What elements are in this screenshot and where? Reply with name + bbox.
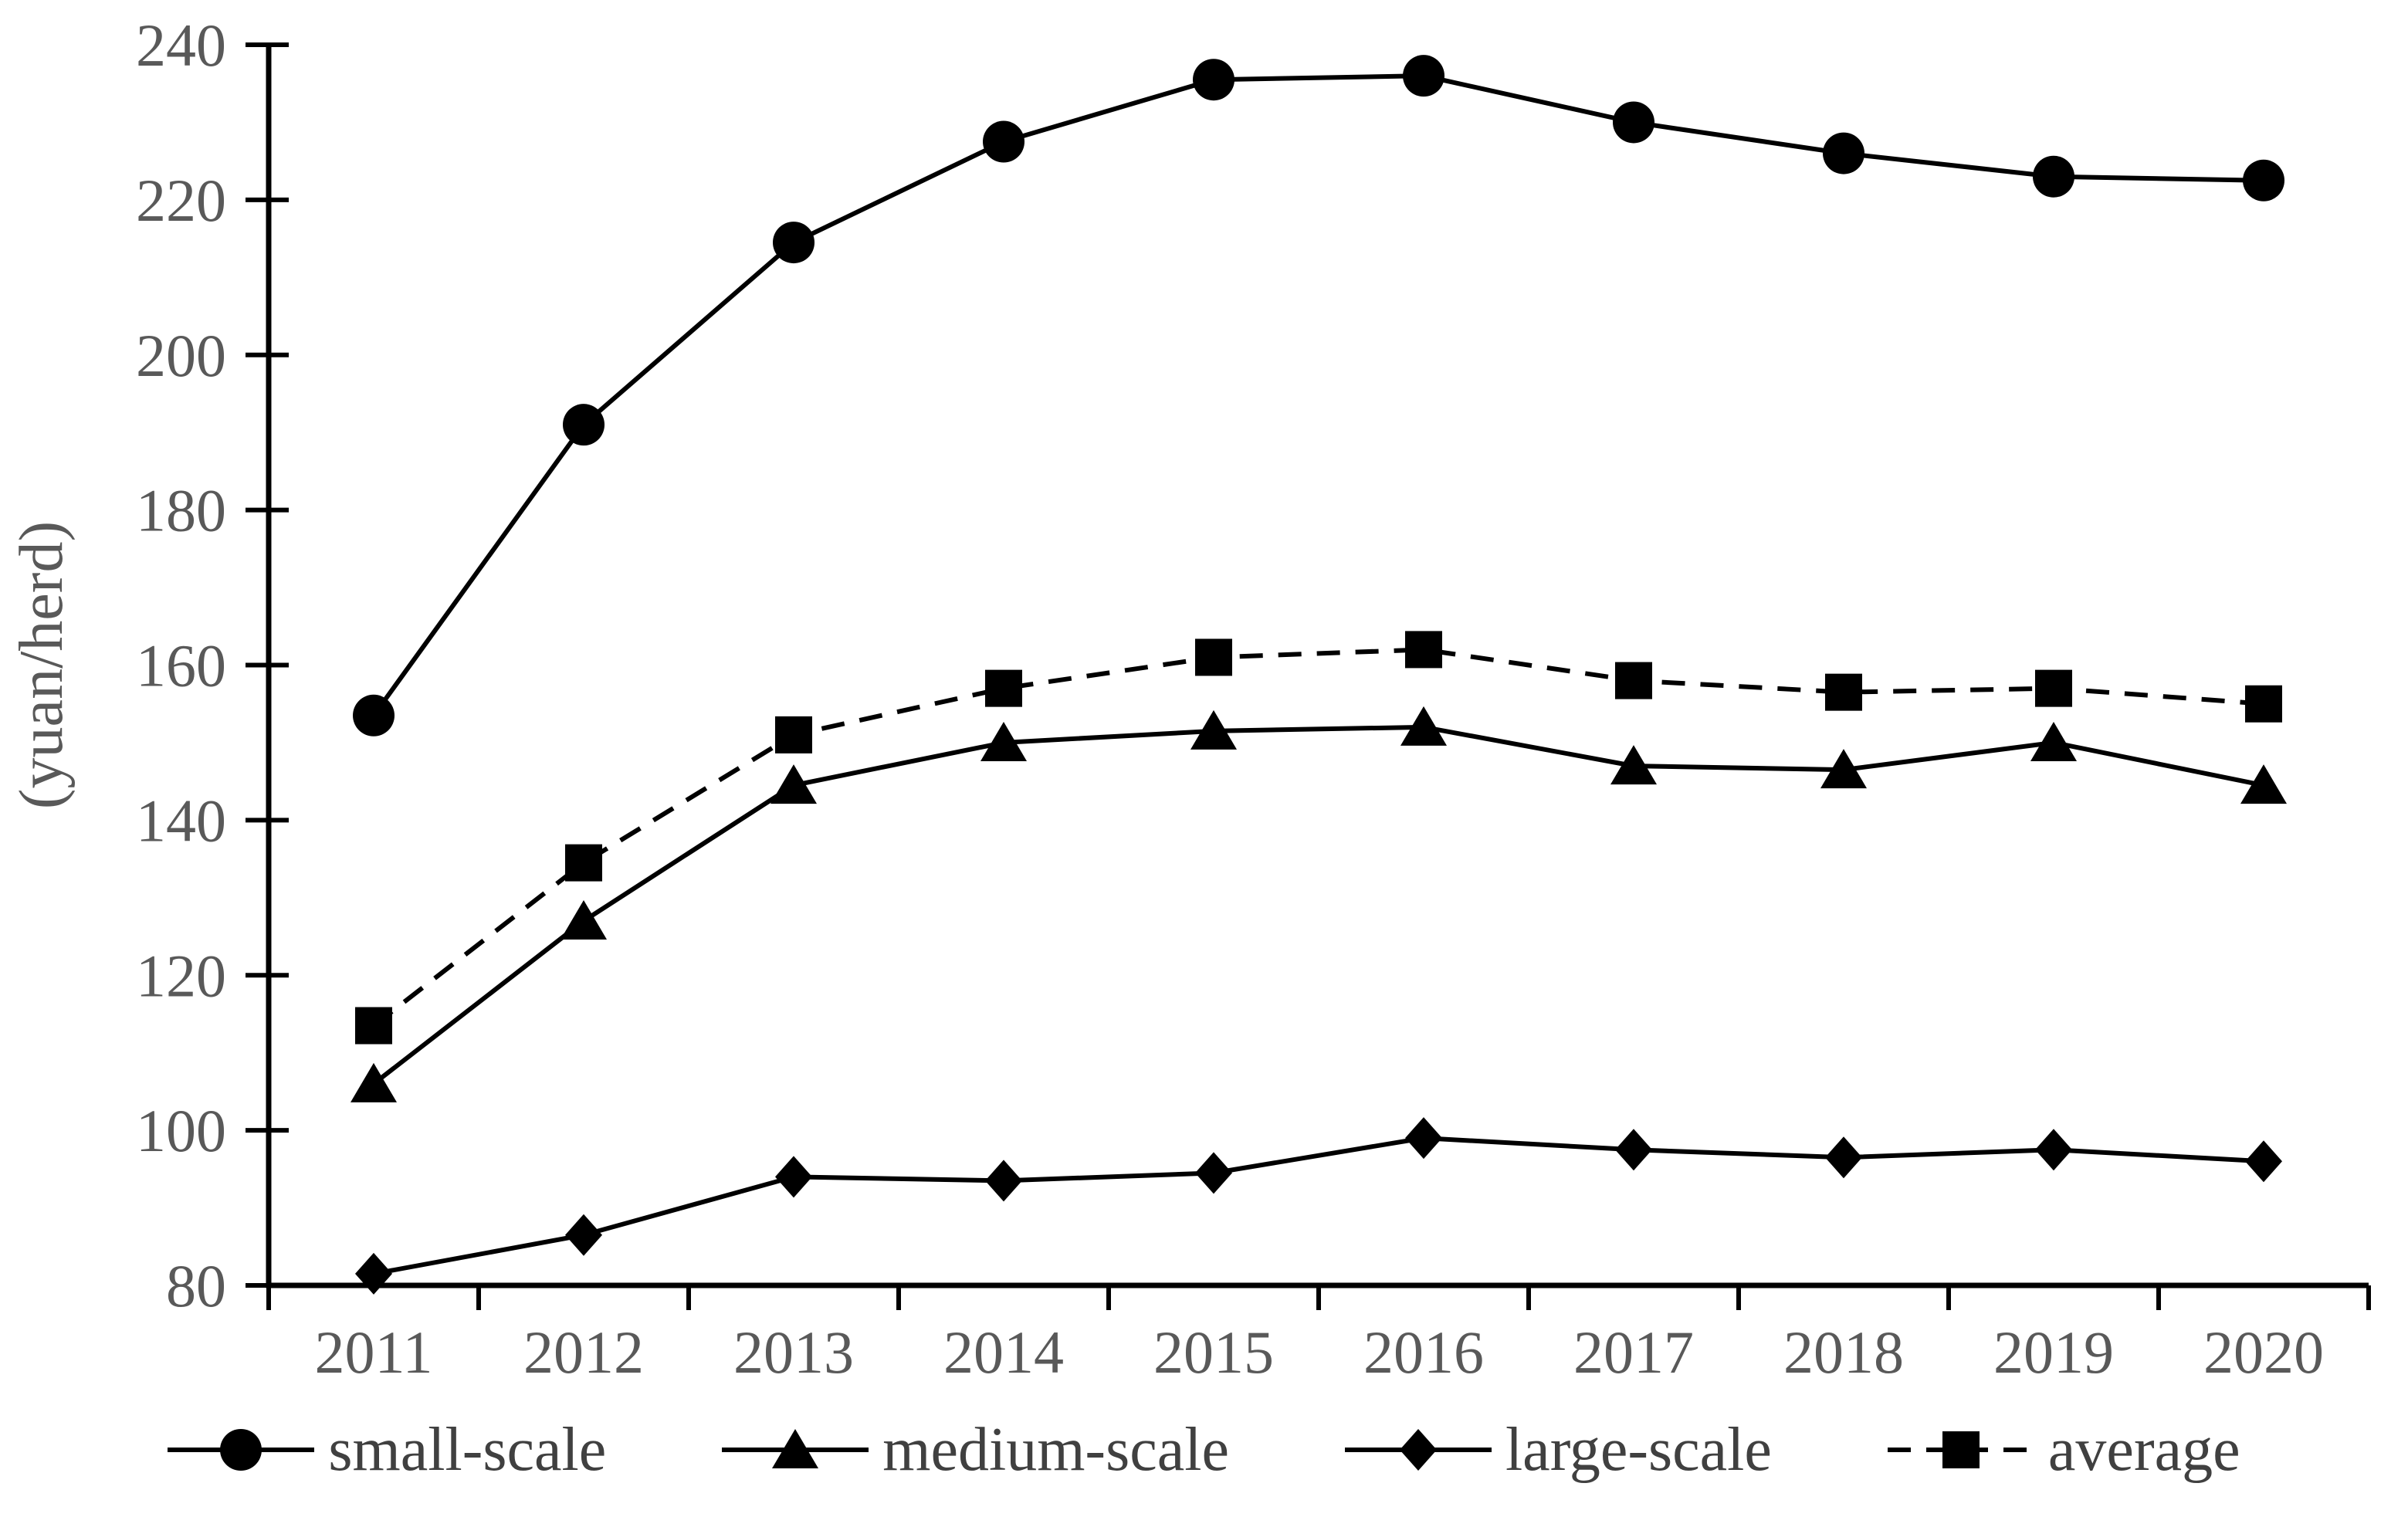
marker-medium-scale-2016 [1400, 706, 1447, 746]
axes [266, 45, 2369, 1288]
legend-item-small-scale: small-scale [168, 1419, 606, 1481]
marker-large-scale-2014 [985, 1160, 1022, 1202]
legend-item-average: average [1887, 1415, 2240, 1484]
marker-medium-scale-2017 [1610, 745, 1657, 785]
marker-average-2020 [2245, 685, 2282, 723]
y-axis-tick-label: 200 [136, 322, 226, 389]
legend-item-medium-scale: medium-scale [722, 1419, 1229, 1481]
marker-average-2011 [355, 1007, 392, 1045]
marker-small-scale-2020 [2243, 159, 2284, 201]
series-line-small-scale [371, 73, 2264, 717]
x-axis-tick-label: 2020 [2203, 1319, 2324, 1382]
series-line-medium-scale [372, 724, 2264, 1086]
marker-large-scale-2012 [565, 1214, 602, 1256]
marker-large-scale-2017 [1615, 1129, 1652, 1171]
x-axis-tick-label: 2015 [1153, 1319, 1274, 1382]
marker-large-scale-2011 [355, 1252, 392, 1295]
legend-label: large-scale [1505, 1415, 1772, 1484]
x-axis-tick-label: 2018 [1783, 1319, 1904, 1382]
marker-small-scale-2014 [983, 120, 1025, 163]
x-axis-tick-label: 2019 [1993, 1319, 2114, 1382]
marker-average-2013 [775, 716, 812, 753]
y-axis-tick-label: 220 [136, 167, 226, 234]
marker-average-2014 [985, 669, 1022, 707]
circle-marker-icon [168, 1428, 315, 1471]
y-axis-title: (yuan/herd) [8, 521, 76, 809]
line-chart: 80 100 120 140 160 180 200 220 240 2011 2012 2013 20… [8, 12, 2371, 1382]
marker-small-scale-2018 [1823, 132, 1864, 174]
marker-small-scale-2016 [1403, 55, 1444, 97]
marker-average-2017 [1615, 662, 1652, 699]
marker-medium-scale-2015 [1190, 709, 1237, 750]
legend-label: average [2047, 1415, 2240, 1484]
diamond-marker-icon [1344, 1428, 1492, 1471]
marker-medium-scale-2018 [1820, 749, 1867, 789]
marker-large-scale-2015 [1195, 1152, 1232, 1194]
square-marker-icon [1887, 1431, 2034, 1468]
x-axis-tick-label: 2017 [1573, 1319, 1694, 1382]
marker-small-scale-2015 [1193, 59, 1234, 101]
marker-medium-scale-2012 [561, 899, 607, 940]
x-axis-tick-label: 2016 [1363, 1319, 1484, 1382]
marker-medium-scale-2019 [2030, 721, 2077, 761]
triangle-marker-icon [722, 1428, 869, 1468]
y-axis-tick-label: 180 [136, 477, 226, 544]
y-axis-tick-label: 240 [136, 12, 226, 79]
y-axis-tick-label: 140 [136, 787, 226, 854]
marker-average-2016 [1405, 631, 1442, 669]
legend-item-large-scale: large-scale [1344, 1415, 1772, 1484]
x-axis-tick-label: 2014 [943, 1319, 1064, 1382]
legend-label: medium-scale [882, 1415, 1229, 1484]
marker-small-scale-2011 [353, 694, 395, 736]
marker-small-scale-2017 [1613, 101, 1654, 144]
marker-average-2012 [565, 844, 602, 882]
marker-medium-scale-2013 [770, 764, 817, 804]
legend-label: small-scale [328, 1415, 607, 1484]
marker-medium-scale-2014 [980, 721, 1027, 761]
y-axis-tick-label: 120 [136, 942, 226, 1009]
y-axis-tick-label: 100 [136, 1097, 226, 1164]
marker-small-scale-2012 [563, 404, 605, 446]
y-axis-tick-label: 160 [136, 632, 226, 699]
marker-large-scale-2018 [1825, 1136, 1862, 1179]
marker-medium-scale-2020 [2240, 764, 2287, 804]
x-axis-tick-label: 2013 [733, 1319, 854, 1382]
marker-small-scale-2019 [2033, 155, 2074, 198]
y-axis-tick-label: 80 [166, 1252, 226, 1319]
series-line-average [372, 647, 2264, 1028]
marker-small-scale-2013 [773, 222, 815, 264]
marker-large-scale-2016 [1405, 1117, 1442, 1160]
x-axis-tick-label: 2011 [314, 1319, 432, 1382]
x-axis-tick-label: 2012 [523, 1319, 644, 1382]
series-line-large-scale [373, 1136, 2264, 1276]
marker-large-scale-2019 [2035, 1129, 2072, 1171]
marker-large-scale-2020 [2245, 1140, 2282, 1183]
marker-average-2019 [2035, 669, 2072, 707]
marker-large-scale-2013 [775, 1156, 812, 1198]
marker-average-2015 [1195, 638, 1232, 676]
marker-medium-scale-2011 [351, 1062, 397, 1102]
chart-legend: small-scale medium-scale large-scale averag… [0, 1382, 2408, 1517]
marker-average-2018 [1825, 673, 1862, 711]
